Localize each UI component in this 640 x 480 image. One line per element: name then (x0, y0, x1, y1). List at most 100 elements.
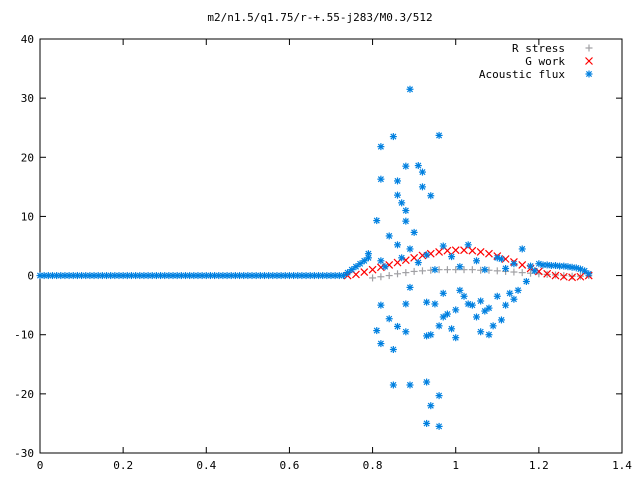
y-tick-label: 30 (21, 92, 34, 105)
x-tick-label: 1.2 (529, 459, 549, 472)
y-tick-label: -20 (14, 388, 34, 401)
data-point (497, 255, 505, 263)
data-point (406, 283, 414, 291)
y-tick-label: 0 (27, 270, 34, 283)
data-point (510, 295, 518, 303)
data-point (452, 306, 460, 314)
data-point (356, 260, 364, 268)
data-point (385, 272, 393, 280)
data-point (394, 191, 402, 199)
x-tick-label: 0.6 (279, 459, 299, 472)
data-point (543, 269, 552, 278)
data-point (485, 331, 493, 339)
data-point (368, 265, 377, 274)
data-point (398, 254, 406, 262)
data-point (502, 301, 510, 309)
data-point (389, 346, 397, 353)
x-tick-label: 0 (37, 459, 44, 472)
data-point (448, 253, 456, 261)
data-point (560, 272, 568, 280)
data-point (451, 246, 460, 255)
data-point (381, 263, 389, 271)
data-point (406, 381, 414, 389)
data-point (439, 289, 447, 297)
data-point (448, 325, 456, 333)
data-point (568, 273, 577, 282)
y-tick-label: 10 (21, 210, 34, 223)
data-point (531, 267, 539, 275)
x-tick-label: 0.4 (196, 459, 216, 472)
legend-label: G work (525, 55, 565, 68)
data-point (423, 332, 431, 340)
data-point (364, 250, 372, 258)
data-point (452, 334, 460, 342)
data-point (406, 85, 414, 93)
data-point (402, 162, 410, 170)
plot-frame (39, 38, 623, 454)
data-point (431, 266, 439, 274)
data-point (460, 266, 468, 274)
data-point (402, 328, 410, 336)
data-point (485, 249, 493, 258)
data-point (377, 340, 385, 348)
data-point (377, 257, 385, 265)
data-point (522, 277, 530, 285)
data-point (439, 242, 447, 250)
data-point (481, 266, 489, 274)
data-point (559, 272, 568, 281)
data-point (581, 267, 589, 275)
data-point (402, 300, 410, 308)
data-point (344, 269, 352, 277)
data-point (369, 274, 377, 282)
data-point (389, 133, 397, 141)
data-point (477, 297, 485, 305)
data-point (385, 232, 393, 240)
legend-label: R stress (512, 42, 565, 55)
data-point (456, 286, 464, 294)
data-marks (36, 85, 593, 430)
data-point (435, 247, 444, 256)
data-point (406, 245, 414, 253)
data-point (468, 266, 476, 274)
data-point (464, 300, 472, 308)
data-point (373, 217, 381, 225)
data-point (489, 322, 497, 330)
data-point (464, 241, 472, 249)
data-point (231, 272, 239, 280)
data-point (527, 262, 535, 270)
data-point (423, 251, 431, 259)
data-point (551, 271, 560, 280)
data-point (418, 183, 426, 191)
legend-marker (585, 70, 593, 78)
y-tick-label: -10 (14, 329, 34, 342)
data-point (352, 263, 360, 271)
data-point (414, 162, 422, 170)
data-point (514, 286, 522, 294)
data-point (481, 307, 489, 315)
data-point (518, 269, 526, 277)
data-point (410, 228, 418, 236)
data-point (493, 267, 501, 275)
data-point (377, 175, 385, 183)
data-point (414, 259, 422, 267)
data-point (493, 292, 501, 300)
data-point (476, 247, 485, 256)
legend-label: Acoustic flux (479, 68, 565, 81)
x-tick-label: 0.2 (113, 459, 133, 472)
data-point (473, 313, 480, 321)
data-point (585, 270, 593, 278)
data-point (423, 419, 431, 427)
data-point (435, 322, 443, 330)
data-point (398, 199, 406, 207)
data-point (506, 289, 514, 297)
data-point (443, 266, 451, 274)
data-point (423, 298, 431, 306)
series-acoustic-flux (36, 85, 593, 430)
data-point (518, 261, 527, 269)
data-point (418, 267, 426, 275)
data-point (394, 241, 402, 249)
data-point (377, 301, 385, 309)
y-tick-label: 40 (21, 33, 34, 46)
y-tick-label: 20 (21, 151, 34, 164)
